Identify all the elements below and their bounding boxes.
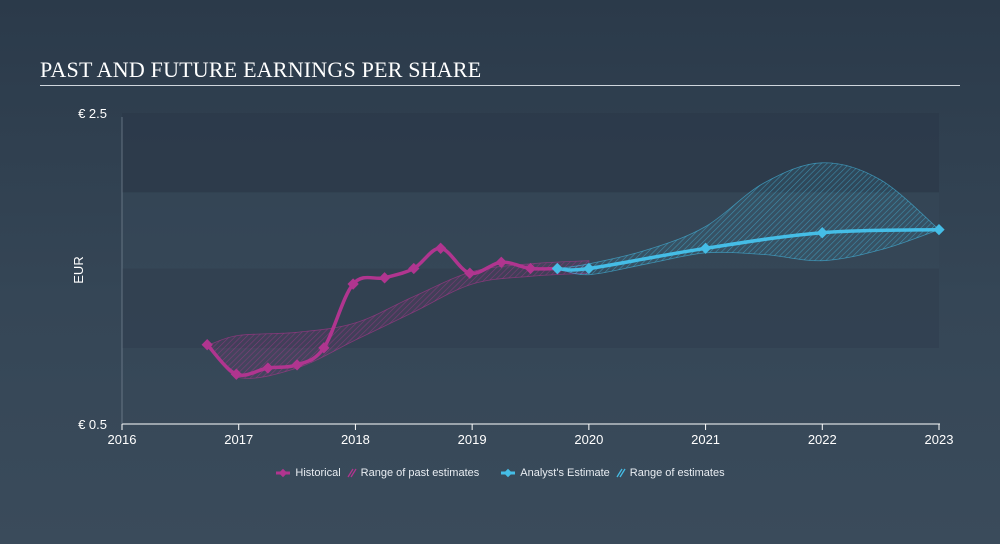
x-tick-label-4: 2020 (574, 432, 603, 447)
estimate-line-swatch (501, 468, 516, 478)
legend-item-estimate-range[interactable]: Range of estimates (616, 467, 725, 479)
historical-point-10 (495, 256, 507, 268)
legend-label-estimate-range: Range of estimates (629, 467, 725, 479)
historical-point-5 (347, 278, 359, 290)
estimate-point-1 (583, 262, 595, 275)
legend-item-analyst-estimate[interactable]: Analyst's Estimate (500, 467, 610, 479)
past-range-hatch-swatch (347, 468, 357, 478)
historical-point-11 (524, 262, 537, 275)
historical-point-3 (291, 359, 303, 371)
estimate-point-3 (816, 227, 828, 239)
y-tick-label-top: € 2.5 (78, 106, 107, 121)
legend-label-historical: Historical (295, 467, 341, 479)
x-tick-label-7: 2023 (925, 432, 954, 447)
historical-point-7 (408, 262, 420, 275)
x-tick-label-3: 2019 (458, 432, 487, 447)
y-axis-label: EUR (71, 256, 86, 283)
historical-point-4 (318, 342, 330, 354)
chart-legend: Historical Range of past estimates Analy… (0, 467, 1000, 479)
historical-point-6 (378, 272, 391, 284)
legend-label-analyst-estimate: Analyst's Estimate (520, 467, 610, 479)
historical-point-0 (201, 339, 213, 351)
chart-title: PAST AND FUTURE EARNINGS PER SHARE (40, 57, 482, 82)
x-tick-label-6: 2022 (808, 432, 837, 447)
historical-line-swatch (276, 468, 291, 478)
series-line-estimate (555, 227, 941, 272)
y-tick-label-bottom: € 0.5 (78, 417, 107, 432)
x-tick-label-5: 2021 (691, 432, 720, 447)
legend-item-past-range[interactable]: Range of past estimates (347, 467, 480, 479)
x-tick-label-0: 2016 (108, 432, 137, 447)
x-tick-label-1: 2017 (224, 432, 253, 447)
title-divider (40, 85, 960, 86)
legend-label-past-range: Range of past estimates (360, 467, 480, 479)
estimate-range-hatch-swatch (616, 468, 626, 478)
legend-item-historical[interactable]: Historical (275, 467, 341, 479)
x-tick-label-2: 2018 (341, 432, 370, 447)
